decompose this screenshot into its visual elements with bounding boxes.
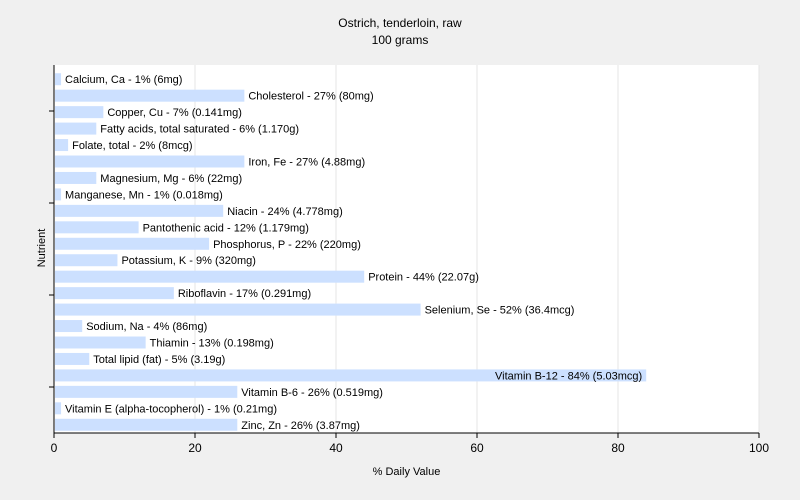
bars-layer	[55, 73, 647, 431]
bar-label: Calcium, Ca - 1% (6mg)	[65, 74, 182, 86]
bar	[55, 254, 118, 267]
bar	[55, 336, 146, 349]
bar-label: Magnesium, Mg - 6% (22mg)	[100, 173, 242, 185]
bar	[55, 89, 245, 102]
bar-label: Cholesterol - 27% (80mg)	[248, 91, 373, 103]
bar	[55, 369, 647, 382]
chart-title: Ostrich, tenderloin, raw	[338, 16, 462, 30]
bar-label: Niacin - 24% (4.778mg)	[227, 206, 343, 218]
bar	[55, 73, 62, 86]
bar-label: Riboflavin - 17% (0.291mg)	[178, 288, 311, 300]
bar-label: Phosphorus, P - 22% (220mg)	[213, 239, 361, 251]
x-tick-label: 20	[188, 441, 202, 455]
bar	[55, 385, 238, 398]
bar-label: Copper, Cu - 7% (0.141mg)	[107, 107, 242, 119]
chart-subtitle: 100 grams	[371, 33, 429, 47]
y-axis-label: Nutrient	[36, 228, 48, 268]
bar	[55, 122, 97, 135]
bar	[55, 320, 83, 333]
bar-label: Thiamin - 13% (0.198mg)	[150, 338, 274, 350]
bar-label: Sodium, Na - 4% (86mg)	[86, 321, 207, 333]
bar	[55, 139, 69, 152]
bar-label: Potassium, K - 9% (320mg)	[121, 255, 256, 267]
bar	[55, 418, 238, 431]
bar-label: Protein - 44% (22.07g)	[368, 272, 479, 284]
bar-label: Selenium, Se - 52% (36.4mcg)	[425, 305, 575, 317]
x-tick-label: 100	[749, 441, 769, 455]
bar	[55, 204, 224, 217]
bar-label: Vitamin B-12 - 84% (5.03mcg)	[495, 370, 642, 382]
x-tick-label: 0	[51, 441, 58, 455]
bar	[55, 171, 97, 184]
bar-label: Manganese, Mn - 1% (0.018mg)	[65, 189, 223, 201]
x-axis-label: % Daily Value	[372, 466, 441, 478]
bar-labels-layer: Calcium, Ca - 1% (6mg) Cholesterol - 27% …	[65, 74, 642, 432]
bar	[55, 402, 62, 415]
bar	[55, 237, 210, 250]
x-tick-label: 60	[470, 441, 484, 455]
bar-label: Pantothenic acid - 12% (1.179mg)	[143, 222, 309, 234]
bar	[55, 352, 90, 365]
bar-label: Fatty acids, total saturated - 6% (1.170…	[100, 124, 299, 136]
x-tick-label: 40	[329, 441, 343, 455]
axes	[49, 65, 759, 434]
bar-label: Total lipid (fat) - 5% (3.19g)	[93, 354, 225, 366]
bar	[55, 106, 104, 119]
bar	[55, 188, 62, 201]
bar	[55, 221, 139, 234]
bar-label: Vitamin E (alpha-tocopherol) - 1% (0.21m…	[65, 403, 277, 415]
x-ticks: 0 20 40 60 80 100	[51, 433, 769, 455]
bar	[55, 155, 245, 168]
bar-label: Vitamin B-6 - 26% (0.519mg)	[241, 387, 383, 399]
bar	[55, 303, 421, 316]
bar-label: Zinc, Zn - 26% (3.87mg)	[241, 420, 360, 432]
bar	[55, 270, 365, 283]
bar	[55, 287, 174, 300]
bar-label: Folate, total - 2% (8mcg)	[72, 140, 192, 152]
x-tick-label: 80	[611, 441, 625, 455]
bar-label: Iron, Fe - 27% (4.88mg)	[248, 157, 365, 169]
